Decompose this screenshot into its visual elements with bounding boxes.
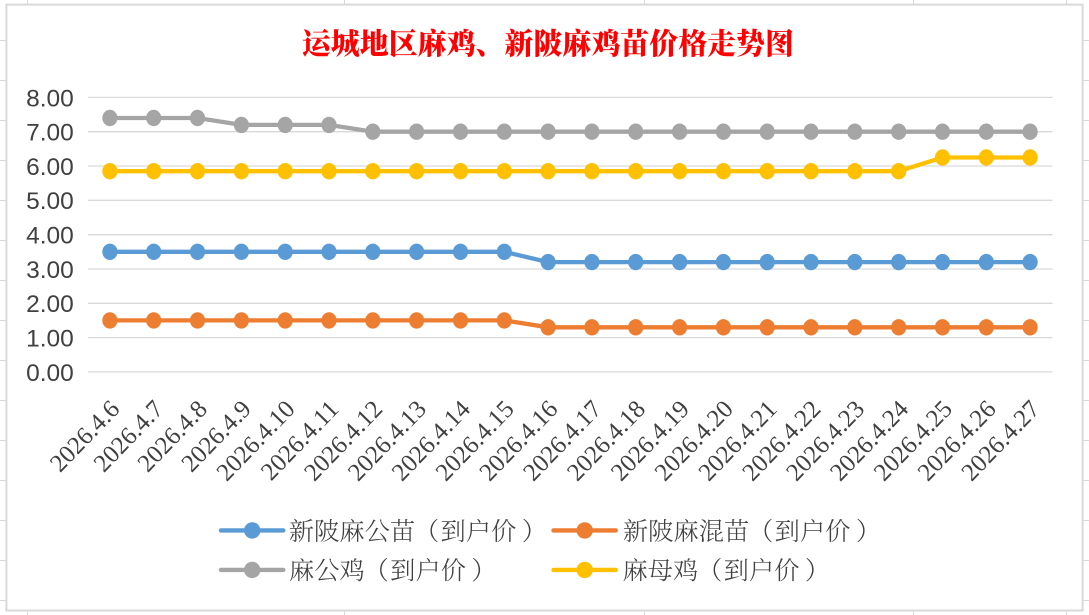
svg-text:7.00: 7.00 bbox=[26, 120, 74, 147]
svg-text:5.00: 5.00 bbox=[26, 188, 74, 215]
svg-text:1.00: 1.00 bbox=[26, 326, 74, 353]
svg-text:0.00: 0.00 bbox=[26, 360, 74, 387]
svg-text:8.00: 8.00 bbox=[26, 85, 74, 112]
svg-text:2.00: 2.00 bbox=[26, 291, 74, 318]
svg-text:4.00: 4.00 bbox=[26, 223, 74, 250]
svg-text:6.00: 6.00 bbox=[26, 154, 74, 181]
svg-text:3.00: 3.00 bbox=[26, 257, 74, 284]
